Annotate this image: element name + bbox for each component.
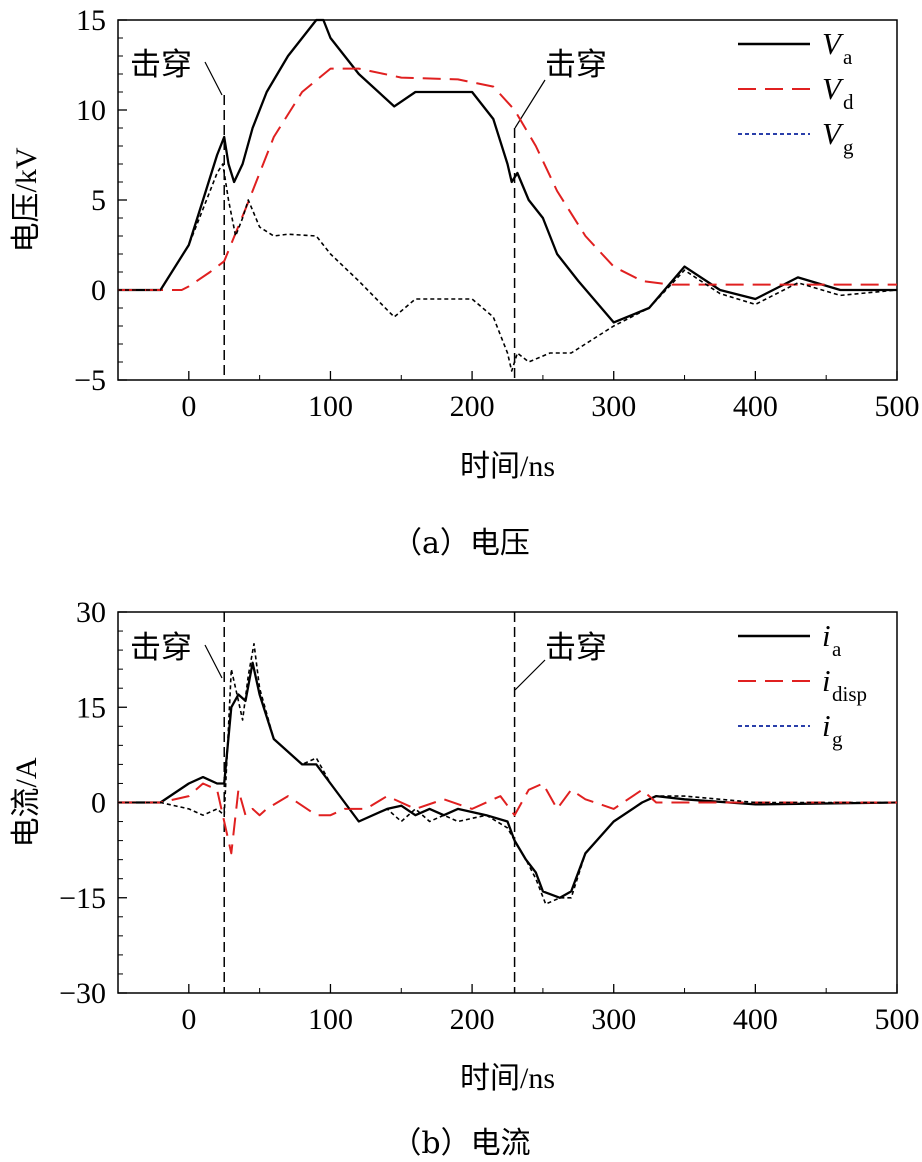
- chart-current: 0 100 200 300 400 500 −30 −15 0 15 30 时间/ns 电流/A 击穿 击穿…: [10, 596, 920, 1095]
- x-axis-label: 时间/ns: [460, 1062, 555, 1095]
- y-tick-label: 5: [91, 184, 106, 217]
- annotation-breakdown-label: 击穿: [130, 630, 192, 665]
- series-line-V-g: [118, 163, 898, 372]
- plot-frame: [117, 19, 898, 381]
- y-tick-label: −30: [59, 977, 106, 1010]
- legend-label: V: [822, 116, 844, 151]
- x-tick-label: 300: [591, 390, 636, 423]
- annotation-breakdown-label: 击穿: [545, 630, 607, 665]
- caption-voltage: （a）电压: [392, 526, 530, 561]
- chart-voltage: 0 100 200 300 400 500 −5 0 5 10 15 时间/ns 电压/kV 击穿 击穿 V a…: [10, 4, 920, 483]
- x-tick-label: 400: [733, 1003, 778, 1036]
- y-tick-label: 10: [76, 94, 106, 127]
- y-tick-label: 15: [76, 691, 106, 724]
- series-line-i-disp: [118, 782, 897, 855]
- y-axis-label: 电流/A: [10, 757, 43, 847]
- series-line-V-d: [118, 67, 897, 291]
- x-tick-label: 500: [875, 390, 920, 423]
- y-tick-label: −15: [59, 882, 106, 915]
- legend-label-subscript: a: [843, 45, 853, 69]
- x-tick-label: 200: [450, 1003, 495, 1036]
- annotation-leader: [204, 61, 223, 96]
- legend-label-subscript: a: [832, 637, 842, 661]
- series-line-i-g: [118, 642, 897, 905]
- y-tick-label: 0: [91, 274, 106, 307]
- y-tick-label: 30: [76, 596, 106, 629]
- x-tick-label: 500: [875, 1003, 920, 1036]
- annotation-leader: [514, 79, 546, 129]
- legend-label-subscript: g: [832, 727, 843, 751]
- y-tick-label: −5: [74, 364, 106, 397]
- legend-label: i: [822, 708, 831, 743]
- legend-label: i: [822, 663, 831, 698]
- x-tick-label: 200: [450, 390, 495, 423]
- y-axis-label: 电压/kV: [10, 147, 43, 252]
- x-tick-label: 100: [308, 390, 353, 423]
- legend-label-subscript: g: [843, 135, 854, 159]
- x-tick-label: 300: [591, 1003, 636, 1036]
- x-tick-label: 0: [181, 390, 196, 423]
- annotation-breakdown-label: 击穿: [130, 47, 192, 82]
- caption-current: （b）电流: [391, 1126, 531, 1161]
- annotation-leader: [514, 659, 546, 691]
- legend-label: V: [822, 26, 844, 61]
- x-tick-label: 0: [181, 1003, 196, 1036]
- legend-label: V: [822, 71, 844, 106]
- x-tick-label: 400: [733, 390, 778, 423]
- legend-label-subscript: disp: [832, 682, 867, 706]
- legend-label-subscript: d: [843, 90, 854, 114]
- annotation-leader: [204, 644, 223, 679]
- legend-label: i: [822, 618, 831, 653]
- x-tick-label: 100: [308, 1003, 353, 1036]
- x-axis-label: 时间/ns: [460, 450, 555, 483]
- annotation-breakdown-label: 击穿: [545, 47, 607, 82]
- series-line-i-a: [118, 661, 898, 899]
- y-tick-label: 0: [91, 787, 106, 820]
- series-line-V-a: [118, 18, 897, 324]
- y-tick-label: 15: [76, 4, 106, 37]
